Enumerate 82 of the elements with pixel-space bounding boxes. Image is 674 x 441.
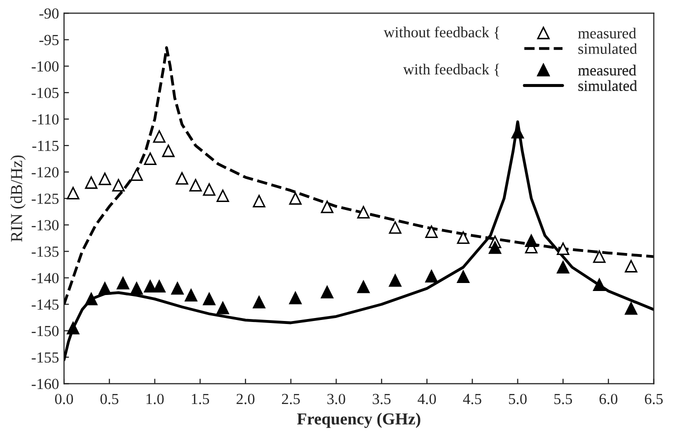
- point: [556, 260, 570, 274]
- point: [252, 296, 266, 308]
- point: [425, 270, 438, 282]
- point: [289, 192, 302, 205]
- x-tick-label: 3.0: [327, 394, 346, 404]
- x-tick-label: 2.5: [282, 394, 300, 404]
- point: [388, 274, 402, 287]
- point: [425, 226, 438, 238]
- point: [162, 144, 175, 158]
- point: [216, 190, 230, 202]
- x-tick-label: 5.0: [509, 394, 527, 404]
- point: [456, 270, 470, 284]
- x-tick-label: 6.5: [644, 394, 663, 404]
- point: [357, 206, 370, 218]
- point: [98, 172, 112, 186]
- y-tick-label: -115: [32, 140, 59, 151]
- point: [525, 234, 538, 248]
- point: [153, 280, 166, 293]
- point: [456, 231, 470, 244]
- x-tick-label: 6.0: [600, 394, 618, 404]
- point: [144, 152, 156, 166]
- y-tick-label: -160: [32, 378, 59, 390]
- point: [176, 172, 188, 185]
- point: [130, 168, 143, 181]
- point: [624, 260, 638, 272]
- point: [289, 292, 302, 304]
- point: [130, 282, 143, 295]
- x-tick-label: 0.5: [100, 394, 118, 404]
- x-tick-label: 4.0: [418, 394, 436, 404]
- y-tick-label: -150: [32, 326, 59, 336]
- point: [252, 194, 266, 208]
- x-tick-label: 2.0: [236, 394, 254, 404]
- legend-label: measured: [578, 28, 636, 38]
- x-tick-label: 3.5: [372, 394, 391, 404]
- y-tick-label: -130: [32, 220, 59, 230]
- point: [556, 242, 570, 255]
- y-axis-title: RIN (dB/Hz): [10, 155, 26, 242]
- point: [85, 292, 98, 306]
- y-tick-label: -140: [32, 272, 59, 284]
- y-tick-label: -100: [32, 61, 59, 72]
- point: [202, 292, 216, 306]
- point: [144, 280, 156, 293]
- point: [66, 186, 80, 200]
- x-tick-label: 0.0: [55, 394, 73, 404]
- point: [388, 221, 402, 234]
- x-tick-label: 1.0: [146, 394, 164, 404]
- point: [320, 200, 334, 214]
- point: [593, 278, 606, 291]
- point: [98, 282, 112, 295]
- point: [112, 178, 125, 192]
- point: [488, 241, 502, 254]
- legend-label: measured: [578, 64, 636, 76]
- point: [85, 176, 98, 189]
- x-axis-title: Frequency (GHz): [297, 412, 420, 428]
- point: [153, 130, 166, 143]
- y-tick-label: -125: [32, 194, 59, 204]
- y-tick-label: -120: [32, 167, 59, 178]
- point: [171, 282, 184, 295]
- y-tick-label: -110: [32, 114, 59, 125]
- point: [202, 183, 216, 196]
- x-tick-label: 5.5: [554, 394, 572, 404]
- y-tick-label: -95: [39, 34, 59, 46]
- y-tick-label: -145: [32, 300, 59, 310]
- point: [184, 289, 198, 302]
- point: [624, 302, 638, 315]
- annotation: with feedback {: [403, 64, 500, 76]
- y-tick-label: -90: [39, 8, 59, 19]
- point: [357, 280, 370, 294]
- y-tick-label: -155: [32, 352, 59, 363]
- x-tick-label: 4.5: [463, 394, 482, 404]
- point: [216, 302, 230, 314]
- point: [66, 322, 80, 334]
- legend-label: simulated: [578, 43, 637, 54]
- x-tick-label: 1.5: [192, 394, 210, 404]
- legend-label: simulated: [578, 80, 637, 91]
- annotation: without feedback {: [384, 26, 500, 40]
- y-tick-label: -135: [32, 246, 59, 257]
- point: [116, 276, 130, 290]
- point: [189, 178, 202, 192]
- y-tick-label: -105: [32, 88, 59, 98]
- point: [593, 250, 606, 263]
- point: [320, 286, 334, 298]
